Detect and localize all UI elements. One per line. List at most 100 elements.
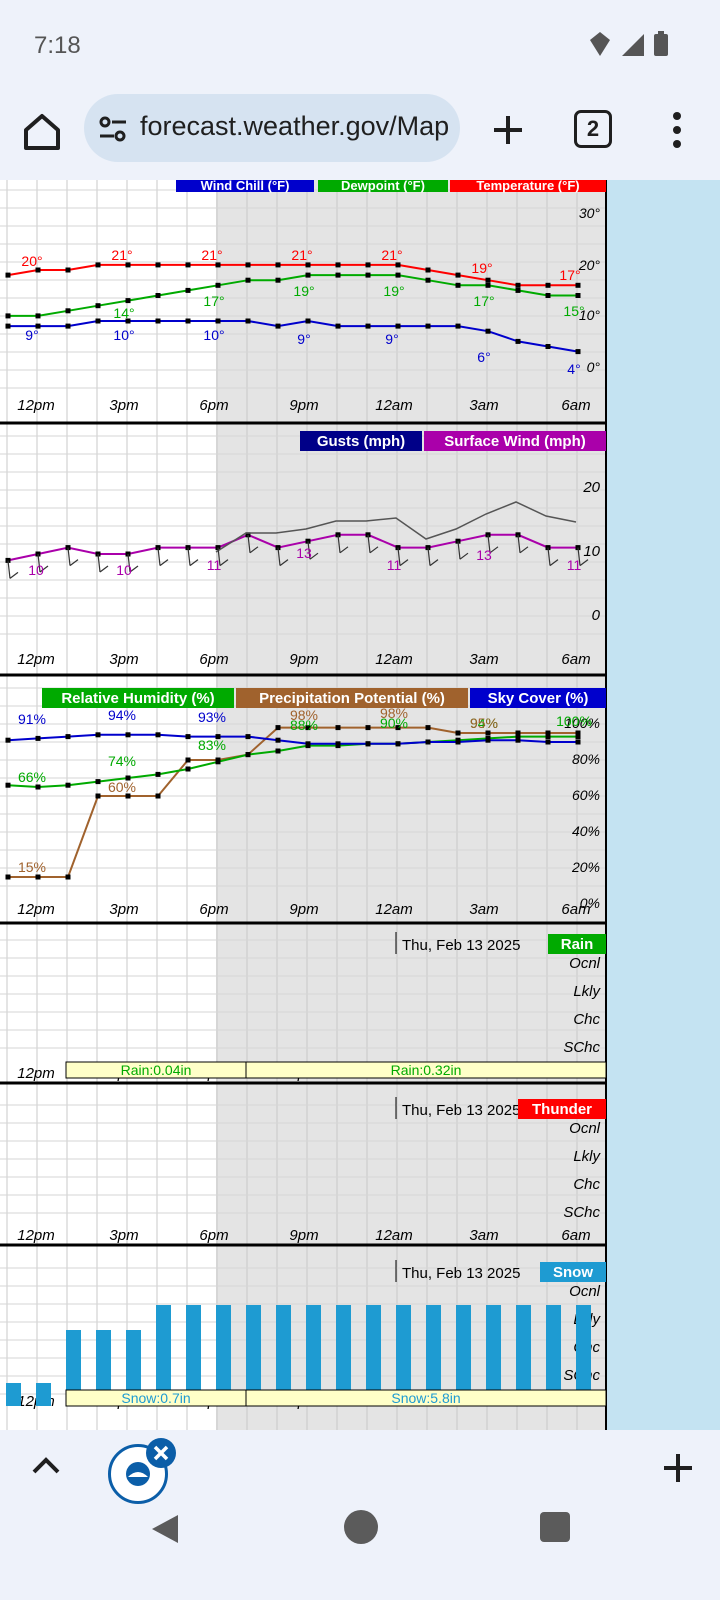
address-bar[interactable]: forecast.weather.gov/MapClick.php [84,94,460,162]
wind-chill-label: 10° [203,327,224,343]
wind-barb [307,541,311,560]
wind-chill-line-point [35,323,41,329]
home-nav-icon[interactable] [344,1510,378,1544]
wind-speed-label: 11 [387,557,402,573]
x-axis-label: 12am [375,1227,413,1244]
home-icon[interactable] [18,108,66,156]
temperature-line-point [365,262,371,268]
recents-nav-icon[interactable] [540,1512,570,1542]
legend-swatch [548,934,606,954]
precip-potential-line-point [515,730,521,736]
dewpoint-line-point [5,313,11,319]
temperature-line-point [425,267,431,273]
wind-chill-label: 6° [477,349,490,365]
relative-humidity-line-point [515,734,521,740]
wind-chill-line-point [275,323,281,329]
temperature-label: 21° [381,247,402,263]
wind-chill-line-point [185,318,191,324]
x-axis-label: 6am [561,901,590,918]
snow-total-box [245,1389,607,1407]
precip-potential-label: 60% [108,779,136,795]
sky-cover-label: 91% [18,711,46,727]
snow-total: Snow:0.7in [121,1390,190,1406]
new-tab-icon[interactable] [486,108,530,152]
precip-potential-line-point [155,793,161,799]
dewpoint-label: 19° [383,283,404,299]
wind-chill-line-point [5,323,11,329]
y-tick-label: 20% [571,859,600,875]
surface-wind-line-point [65,545,71,551]
probability-level-label: Lkly [573,983,601,1000]
add-tab-icon[interactable] [658,1448,698,1488]
dewpoint-line-point [365,272,371,278]
wind-barb [9,571,19,579]
wind-barb [187,547,191,566]
dewpoint-label: 17° [203,293,224,309]
humidity-label: 88% [290,717,318,733]
x-axis-label: 9pm [289,901,318,918]
back-nav-icon[interactable] [148,1512,182,1546]
wind-barb [457,541,461,560]
site-settings-icon[interactable] [96,112,130,146]
legend-swatch [176,180,314,192]
snow-bar [246,1305,261,1406]
more-menu-icon[interactable] [660,106,694,154]
relative-humidity-line-point [575,734,581,740]
wind-barb [219,559,229,567]
chevron-up-icon[interactable] [26,1446,66,1486]
legend-swatch [42,688,234,708]
humidity-label: 94% [470,715,498,731]
wind-barb [337,534,341,553]
y-tick-label: 0° [587,359,601,375]
sky-cover-line [7,733,578,745]
x-axis-label: 3am [469,651,498,668]
temperature-label: 21° [291,247,312,263]
snow-total: Snow:5.8in [391,1390,460,1406]
rain-title: Rain [561,936,594,953]
precip-potential-line-point [35,874,41,880]
legend-label: Surface Wind (mph) [444,433,586,450]
wind-chill-line-point [215,318,221,324]
surface-wind-line-point [215,545,221,551]
wind-barb [69,559,79,567]
url-text[interactable]: forecast.weather.gov/MapClick.php [140,111,450,141]
precip-potential-label: 98% [380,705,408,721]
wind-barb [489,546,499,554]
wind-barb [99,565,109,573]
wind-barb [217,547,221,566]
x-axis-label: 3am [469,901,498,918]
probability-level-label: SChc [563,1204,600,1221]
close-tab-icon[interactable] [146,1438,176,1468]
snow-bar [306,1305,321,1406]
legend-swatch [518,1099,606,1119]
thunder-date: Thu, Feb 13 2025 [402,1102,520,1119]
precip-potential-line-point [545,730,551,736]
snow-bar [186,1305,201,1406]
probability-level-label: Chc [573,1011,600,1028]
precip-potential-label: 98% [290,707,318,723]
sky-cover-line-point [545,739,551,745]
wind-chill-label: 9° [385,331,398,347]
surface-wind-line-point [275,545,281,551]
rain-total: Rain:0.04in [121,1062,192,1078]
sky-cover-line-point [185,734,191,740]
wind-chill-label: 10° [113,327,134,343]
legend-swatch [450,180,606,192]
y-tick-label: 60% [572,787,600,803]
wind-barb [397,547,401,566]
dewpoint-line-point [545,293,551,298]
wind-barb [367,534,371,553]
relative-humidity-line-point [125,775,131,781]
page-content[interactable]: 12pm 3pm 6pm 9pm 12am 3am 6am 12pm 3pm 6pm 9pm 12am… [0,180,720,1430]
legend-label: Relative Humidity (%) [61,690,214,707]
wind-chill-line-point [455,323,461,329]
precip-potential-line-point [455,730,461,736]
wind-chill-line-point [485,328,491,334]
wind-barb [547,547,551,566]
tab-switcher-button[interactable]: 2 [574,110,612,148]
temperature-line-point [65,267,71,273]
dewpoint-line-point [215,282,221,288]
dewpoint-line-point [95,303,101,309]
y-tick-label: 20° [578,257,601,273]
precip-potential-line-point [125,793,131,799]
